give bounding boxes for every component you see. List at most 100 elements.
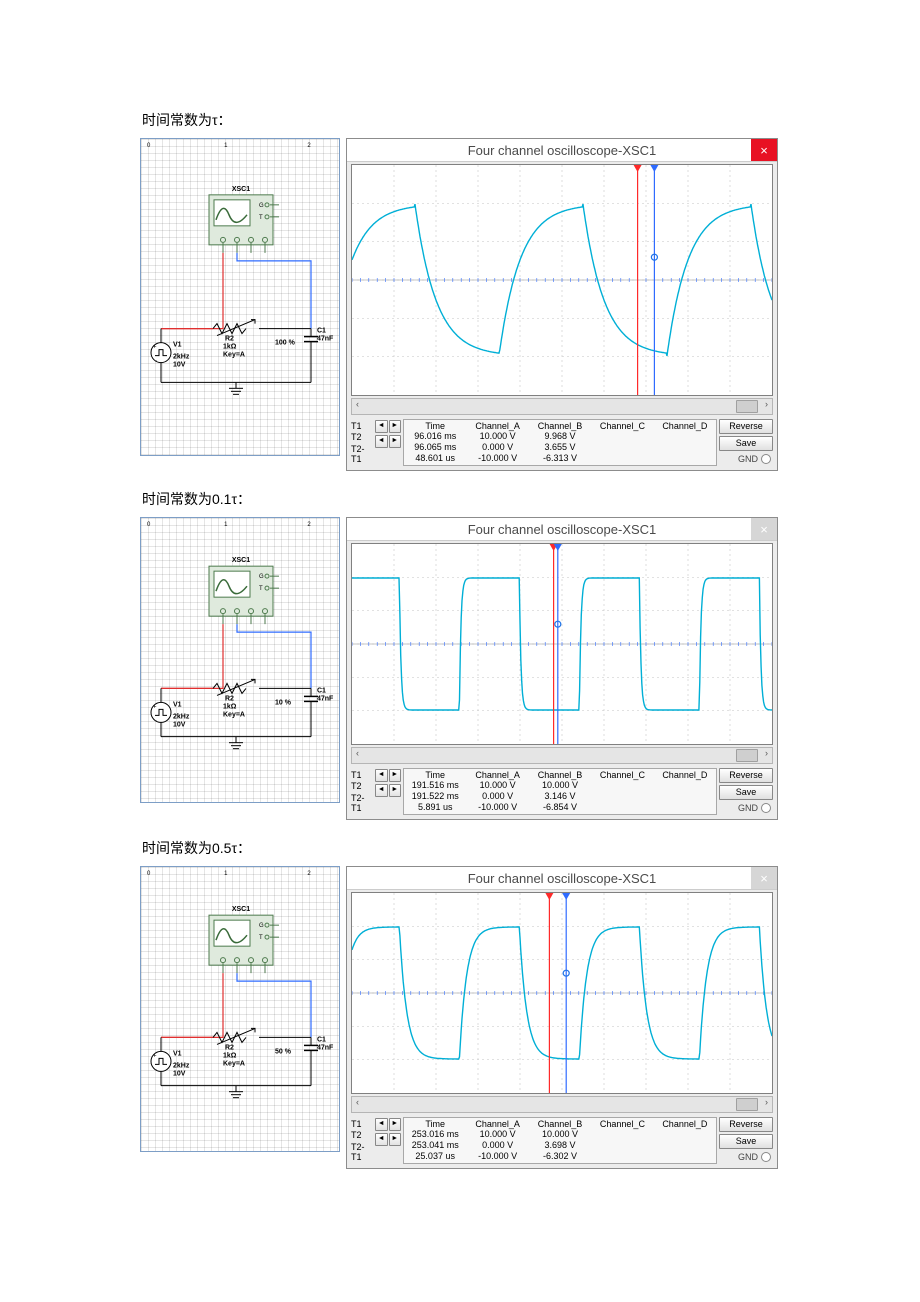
oscilloscope-readout: T1T2T2-T1◄►◄►Time96.016 ms96.065 ms48.60…	[347, 417, 777, 470]
cursor-label-T2: T2	[351, 781, 373, 791]
cursor-right-button[interactable]: ►	[389, 435, 402, 448]
cursor-label-dT: T2-T1	[351, 1142, 373, 1162]
cursor-left-button[interactable]: ◄	[375, 769, 388, 782]
cursor-left-button[interactable]: ◄	[375, 1133, 388, 1146]
c-value: 47nF	[317, 336, 334, 343]
v-name: V1	[173, 342, 182, 349]
r-key: Key=A	[223, 1060, 245, 1067]
cursor-left-button[interactable]: ◄	[375, 784, 388, 797]
readout-col-time: Time96.016 ms96.065 ms48.601 us	[404, 420, 466, 465]
readout-col-chC: Channel_C	[591, 1118, 653, 1163]
readout-col-chD: Channel_D	[654, 420, 716, 465]
svg-text:0: 0	[147, 871, 151, 877]
gnd-indicator: GND	[719, 453, 773, 465]
oscilloscope-titlebar: Four channel oscilloscope-XSC1×	[347, 867, 777, 890]
readout-col-chA: Channel_A10.000 V0.000 V-10.000 V	[466, 1118, 528, 1163]
oscilloscope-plot	[351, 164, 773, 396]
svg-text:-: -	[155, 359, 157, 365]
svg-text:0: 0	[147, 143, 151, 149]
readout-col-chC: Channel_C	[591, 420, 653, 465]
v-amp: 10V	[173, 1070, 186, 1077]
r-key: Key=A	[223, 352, 245, 359]
cursor-right-button[interactable]: ►	[389, 1118, 402, 1131]
oscilloscope-titlebar: Four channel oscilloscope-XSC1 ×	[347, 139, 777, 162]
svg-text:2: 2	[307, 143, 311, 149]
circuit-schematic: XSC1GT+-R21kΩKey=A50 %C147nFV12kHz10V012	[140, 866, 340, 1152]
r-percent: 100 %	[275, 340, 296, 347]
cursor-right-button[interactable]: ►	[389, 1133, 402, 1146]
svg-text:G: G	[259, 203, 264, 209]
close-icon[interactable]: ×	[751, 518, 777, 540]
oscilloscope-scrollbar[interactable]: ‹›	[351, 1096, 773, 1113]
v-name: V1	[173, 701, 182, 708]
simulation-row: XSC1GT+-R21kΩKey=A50 %C147nFV12kHz10V012…	[140, 866, 780, 1169]
section-caption: 时间常数为τ：	[142, 110, 780, 130]
section-caption: 时间常数为0.1τ：	[142, 489, 780, 509]
c-name: C1	[317, 687, 326, 694]
oscilloscope-title: Four channel oscilloscope-XSC1	[468, 522, 657, 537]
cursor-right-button[interactable]: ►	[389, 769, 402, 782]
cursor-label-T1: T1	[351, 770, 373, 780]
cursor-right-button[interactable]: ►	[389, 420, 402, 433]
save-button[interactable]: Save	[719, 785, 773, 800]
cursor-left-button[interactable]: ◄	[375, 435, 388, 448]
v-amp: 10V	[173, 362, 186, 369]
xsc-label: XSC1	[232, 186, 250, 193]
reverse-button[interactable]: Reverse	[719, 1117, 773, 1132]
svg-text:-: -	[155, 718, 157, 724]
close-icon[interactable]: ×	[751, 139, 777, 161]
svg-text:1: 1	[224, 143, 228, 149]
cursor-left-button[interactable]: ◄	[375, 420, 388, 433]
close-icon[interactable]: ×	[751, 867, 777, 889]
svg-text:T: T	[259, 935, 263, 941]
section-caption: 时间常数为0.5τ：	[142, 838, 780, 858]
save-button[interactable]: Save	[719, 1134, 773, 1149]
oscilloscope-titlebar: Four channel oscilloscope-XSC1 ×	[347, 518, 777, 541]
save-button[interactable]: Save	[719, 436, 773, 451]
svg-text:1: 1	[224, 871, 228, 877]
readout-col-chA: Channel_A10.000 V0.000 V-10.000 V	[466, 769, 528, 814]
reverse-button[interactable]: Reverse	[719, 768, 773, 783]
svg-text:0: 0	[147, 522, 151, 528]
xsc-label: XSC1	[232, 906, 250, 913]
r-percent: 50 %	[275, 1048, 292, 1055]
cursor-label-dT: T2-T1	[351, 444, 373, 464]
cursor-right-button[interactable]: ►	[389, 784, 402, 797]
oscilloscope-plot	[351, 543, 773, 745]
oscilloscope-scrollbar[interactable]: ‹›	[351, 747, 773, 764]
reverse-button[interactable]: Reverse	[719, 419, 773, 434]
cursor-label-dT: T2-T1	[351, 793, 373, 813]
svg-text:+: +	[153, 345, 157, 351]
simulation-row: XSC1GT+-R21kΩKey=A100 %C147nFV12kHz10V01…	[140, 138, 780, 471]
r-value: 1kΩ	[223, 703, 237, 710]
r-key: Key=A	[223, 711, 245, 718]
oscilloscope-window: Four channel oscilloscope-XSC1 × ‹› T1T2 T2-…	[346, 517, 778, 820]
oscilloscope-plot	[351, 892, 773, 1094]
svg-text:G: G	[259, 923, 264, 929]
simulation-row: XSC1GT+-R21kΩKey=A10 %C147nFV12kHz10V012…	[140, 517, 780, 820]
r-name: R2	[225, 695, 234, 702]
svg-text:+: +	[153, 1053, 157, 1059]
c-value: 47nF	[317, 695, 334, 702]
r-percent: 10 %	[275, 699, 292, 706]
readout-col-time: Time253.016 ms253.041 ms25.037 us	[404, 1118, 466, 1163]
r-name: R2	[225, 1044, 234, 1051]
v-amp: 10V	[173, 721, 186, 728]
v-name: V1	[173, 1050, 182, 1057]
svg-text:1: 1	[224, 522, 228, 528]
svg-text:-: -	[155, 1067, 157, 1073]
readout-col-chA: Channel_A10.000 V0.000 V-10.000 V	[466, 420, 528, 465]
r-name: R2	[225, 336, 234, 343]
c-name: C1	[317, 1036, 326, 1043]
cursor-label-T2: T2	[351, 432, 373, 442]
readout-col-chD: Channel_D	[654, 1118, 716, 1163]
svg-text:T: T	[259, 215, 263, 221]
oscilloscope-title: Four channel oscilloscope-XSC1	[468, 143, 657, 158]
oscilloscope-window: Four channel oscilloscope-XSC1×‹›T1T2T2-…	[346, 866, 778, 1169]
gnd-indicator: GND	[719, 802, 773, 814]
svg-text:2: 2	[307, 871, 311, 877]
v-freq: 2kHz	[173, 354, 190, 361]
oscilloscope-scrollbar[interactable]: ‹›	[351, 398, 773, 415]
cursor-left-button[interactable]: ◄	[375, 1118, 388, 1131]
xsc-label: XSC1	[232, 557, 250, 564]
